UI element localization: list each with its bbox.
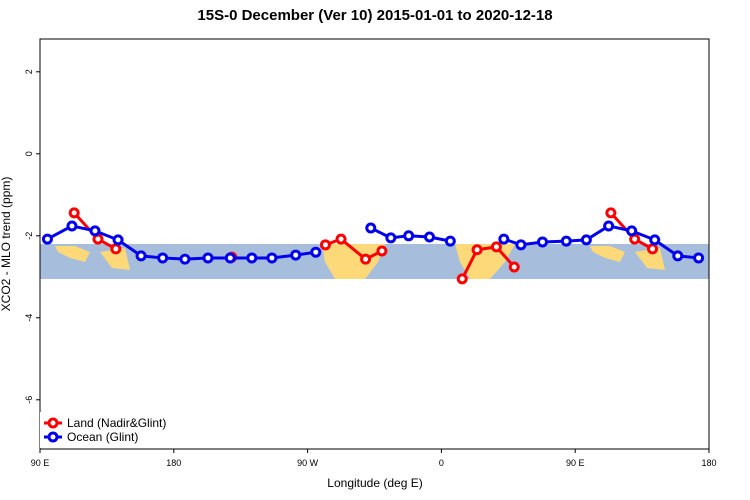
y-tick-label: 2 [24,69,34,74]
data-point [112,234,124,246]
data-point [310,246,322,258]
x-tick-label: 0 [439,458,444,468]
data-point [515,239,527,251]
data-point [41,233,53,245]
data-point [290,249,302,261]
legend-marker [47,431,59,443]
data-point [360,253,372,265]
data-point [498,233,510,245]
data-point [319,239,331,251]
y-tick-label: -2 [24,232,34,240]
data-point [580,234,592,246]
y-tick-label: -4 [24,314,34,322]
y-tick-label: 0 [24,151,34,156]
chart-title: 15S-0 December (Ver 10) 2015-01-01 to 20… [197,7,552,24]
data-point [471,244,483,256]
map-background [40,244,709,279]
data-point [365,222,377,234]
x-axis-label: Longitude (deg E) [327,476,422,490]
data-point [424,231,436,243]
data-point [647,243,659,255]
legend-marker [47,417,59,429]
data-point [135,250,147,262]
data-point [490,241,502,253]
data-point [66,220,78,232]
x-tick-label: 90 W [297,458,319,468]
data-point [246,252,258,264]
x-tick-label: 180 [166,458,181,468]
data-point [626,225,638,237]
data-point [89,225,101,237]
data-point [403,230,415,242]
data-point [605,207,617,219]
x-tick-label: 90 E [31,458,50,468]
data-point [224,252,236,264]
data-point [508,261,520,273]
x-tick-label: 180 [701,458,716,468]
data-point [157,252,169,264]
y-tick-label: -6 [24,396,34,404]
data-point [110,243,122,255]
legend-box [40,412,185,448]
legend-label: Land (Nadir&Glint) [67,416,166,430]
data-point [693,252,705,264]
data-point [335,233,347,245]
data-point [672,250,684,262]
data-point [456,273,468,285]
data-point [179,253,191,265]
y-axis-label: XCO2 - MLO trend (ppm) [0,177,13,312]
plot-frame [39,38,710,450]
data-point [536,236,548,248]
data-point [560,235,572,247]
data-point [385,232,397,244]
data-point [603,220,615,232]
data-point [649,234,661,246]
legend-label: Ocean (Glint) [67,430,138,444]
data-point [202,252,214,264]
data-point [376,245,388,257]
data-point [266,252,278,264]
x-tick-label: 90 E [566,458,585,468]
data-point [444,235,456,247]
data-point [68,207,80,219]
